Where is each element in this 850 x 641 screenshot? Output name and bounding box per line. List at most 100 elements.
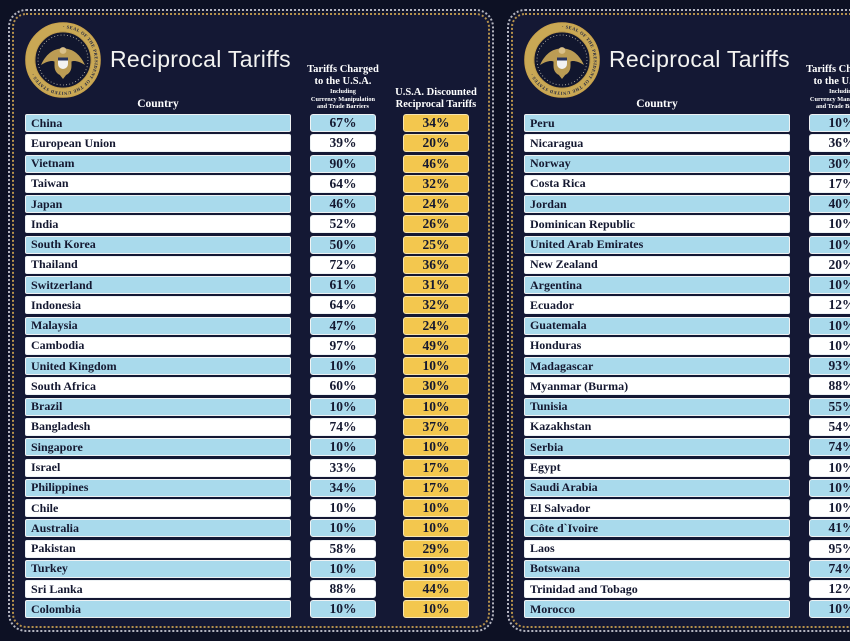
country-name: Botswana bbox=[529, 561, 580, 576]
panel-header: · SEAL OF THE PRESIDENT OF THE UNITED ST… bbox=[25, 20, 477, 110]
charged-value: 40% bbox=[808, 195, 850, 214]
country-name: South Korea bbox=[31, 237, 96, 252]
charged-value: 10% bbox=[808, 478, 850, 497]
discounted-value: 24% bbox=[402, 195, 469, 214]
country-name: Myanmar (Burma) bbox=[529, 378, 629, 393]
discounted-value: 10% bbox=[402, 499, 469, 518]
charged-value: 93% bbox=[808, 357, 850, 376]
charged-cell: 12% bbox=[805, 296, 850, 315]
charged-cell: 10% bbox=[306, 499, 380, 518]
country-cell: Brazil bbox=[25, 397, 291, 416]
charged-cell: 40% bbox=[805, 195, 850, 214]
country-cell: Malaysia bbox=[25, 316, 291, 335]
table-row: Saudi Arabia 10% 10% bbox=[523, 478, 850, 497]
country-name: Dominican Republic bbox=[529, 216, 635, 231]
country-cell: Argentina bbox=[523, 276, 790, 295]
table-row: Cambodia 97% 49% bbox=[25, 336, 477, 355]
country-cell: Japan bbox=[25, 195, 291, 214]
charged-cell: 10% bbox=[805, 215, 850, 234]
charged-cell: 74% bbox=[306, 417, 380, 436]
charged-value: 12% bbox=[808, 580, 850, 599]
charged-cell: 52% bbox=[306, 215, 380, 234]
table-row: Turkey 10% 10% bbox=[25, 559, 477, 578]
column-header-country: Country bbox=[137, 98, 179, 110]
table-row: Laos 95% 48% bbox=[523, 539, 850, 558]
country-cell: Israel bbox=[25, 458, 291, 477]
country-name: Jordan bbox=[529, 196, 567, 211]
charged-cell: 67% bbox=[306, 114, 380, 132]
country-name: Kazakhstan bbox=[529, 419, 592, 434]
country-cell: Turkey bbox=[25, 559, 291, 578]
table-row: India 52% 26% bbox=[25, 215, 477, 234]
country-cell: Chile bbox=[25, 499, 291, 518]
table-row: United Kingdom 10% 10% bbox=[25, 357, 477, 376]
table-row: Norway 30% 15% bbox=[523, 154, 850, 173]
charged-cell: 50% bbox=[306, 235, 380, 254]
discounted-cell: 46% bbox=[395, 154, 477, 173]
country-name: Costa Rica bbox=[529, 176, 586, 191]
discounted-cell: 25% bbox=[395, 235, 477, 254]
charged-value: 12% bbox=[808, 296, 850, 315]
column-header-charged: Tariffs Charged to the U.S.A. Including … bbox=[806, 64, 850, 111]
table-row: Bangladesh 74% 37% bbox=[25, 417, 477, 436]
country-name: Laos bbox=[529, 541, 555, 556]
table-row: Thailand 72% 36% bbox=[25, 255, 477, 274]
tariff-panel: · SEAL OF THE PRESIDENT OF THE UNITED ST… bbox=[8, 9, 494, 632]
country-cell: Taiwan bbox=[25, 174, 291, 193]
charged-value: 47% bbox=[309, 316, 376, 335]
table-row: Honduras 10% 10% bbox=[523, 336, 850, 355]
country-name: Indonesia bbox=[31, 297, 82, 312]
country-cell: United Kingdom bbox=[25, 357, 291, 376]
discounted-value: 34% bbox=[402, 114, 469, 132]
discounted-value: 20% bbox=[402, 134, 469, 153]
table-row: El Salvador 10% 10% bbox=[523, 499, 850, 518]
country-cell: Bangladesh bbox=[25, 417, 291, 436]
charged-value: 74% bbox=[309, 417, 376, 436]
charged-value: 97% bbox=[309, 336, 376, 355]
country-name: Malaysia bbox=[31, 318, 78, 333]
table-row: Indonesia 64% 32% bbox=[25, 296, 477, 315]
charged-cell: 54% bbox=[805, 417, 850, 436]
page-title: Reciprocal Tariffs bbox=[110, 45, 291, 72]
table-row: Trinidad and Tobago 12% 10% bbox=[523, 580, 850, 599]
charged-cell: 10% bbox=[805, 235, 850, 254]
country-cell: Nicaragua bbox=[523, 134, 790, 153]
country-name: Côte d`Ivoire bbox=[529, 520, 599, 535]
country-cell: Pakistan bbox=[25, 539, 291, 558]
charged-cell: 39% bbox=[306, 134, 380, 153]
discounted-value: 10% bbox=[402, 559, 469, 578]
charged-cell: 10% bbox=[306, 559, 380, 578]
charged-value: 55% bbox=[808, 397, 850, 416]
charged-cell: 97% bbox=[306, 336, 380, 355]
country-name: Brazil bbox=[31, 399, 63, 414]
table-row: Myanmar (Burma) 88% 44% bbox=[523, 377, 850, 396]
country-name: United Kingdom bbox=[31, 358, 117, 373]
country-cell: Dominican Republic bbox=[523, 215, 790, 234]
eagle-emblem bbox=[539, 47, 584, 79]
charged-value: 10% bbox=[309, 600, 376, 619]
charged-value: 20% bbox=[808, 255, 850, 274]
charged-cell: 74% bbox=[805, 559, 850, 578]
charged-value: 52% bbox=[309, 215, 376, 234]
table-row: Brazil 10% 10% bbox=[25, 397, 477, 416]
discounted-value: 10% bbox=[402, 438, 469, 457]
charged-cell: 10% bbox=[805, 458, 850, 477]
charged-cell: 72% bbox=[306, 255, 380, 274]
country-cell: India bbox=[25, 215, 291, 234]
charged-cell: 10% bbox=[805, 114, 850, 132]
page-title: Reciprocal Tariffs bbox=[608, 45, 790, 72]
table-row: Ecuador 12% 10% bbox=[523, 296, 850, 315]
charged-value: 58% bbox=[309, 539, 376, 558]
country-cell: Botswana bbox=[523, 559, 790, 578]
discounted-value: 30% bbox=[402, 377, 469, 396]
column-header-country: Country bbox=[636, 98, 678, 110]
country-name: European Union bbox=[31, 135, 116, 150]
charged-value: 39% bbox=[309, 134, 376, 153]
charged-value: 10% bbox=[808, 458, 850, 477]
charged-value: 17% bbox=[808, 174, 850, 193]
country-cell: Indonesia bbox=[25, 296, 291, 315]
charged-value: 95% bbox=[808, 539, 850, 558]
charged-cell: 10% bbox=[805, 336, 850, 355]
country-name: Cambodia bbox=[31, 338, 85, 353]
discounted-cell: 49% bbox=[395, 336, 477, 355]
